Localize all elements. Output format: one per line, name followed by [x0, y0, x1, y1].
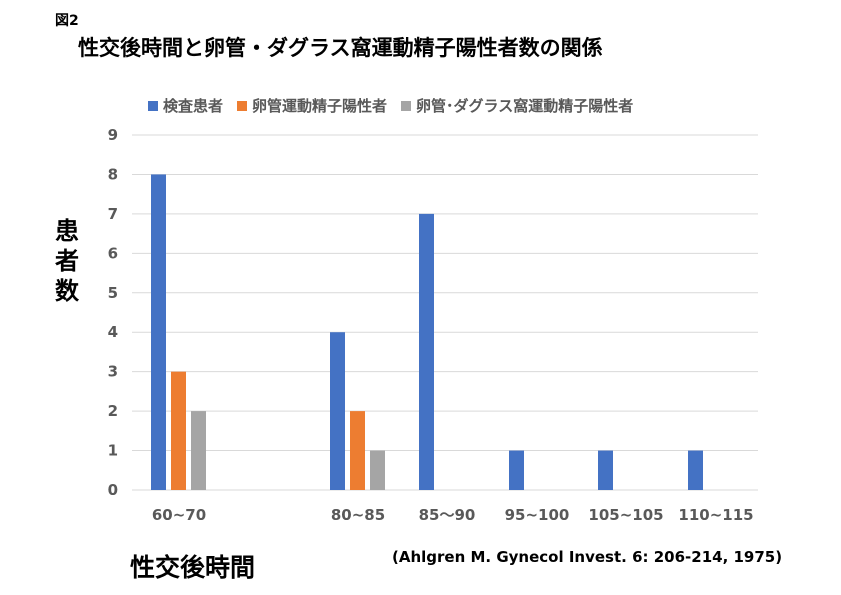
legend-item-1: 卵管運動精子陽性者 [237, 95, 387, 116]
bar-2-0 [419, 213, 434, 490]
x-tick-label-1: 80~85 [331, 506, 385, 524]
x-tick-label-5: 110~115 [678, 506, 753, 524]
bar-0-0 [151, 174, 166, 490]
x-tick-label-0: 60~70 [152, 506, 206, 524]
legend-label-0: 検査患者 [163, 97, 224, 115]
y-tick-label-9: 9 [108, 126, 118, 144]
bar-0-1 [171, 371, 186, 490]
bar-5-0 [688, 450, 703, 490]
y-tick-label-5: 5 [108, 284, 118, 302]
bar-0-2 [191, 411, 206, 490]
legend-item-2: 卵管･ダグラス窩運動精子陽性者 [401, 95, 633, 116]
legend-swatch-1 [237, 100, 248, 111]
legend: 検査患者 卵管運動精子陽性者 卵管･ダグラス窩運動精子陽性者 [148, 95, 633, 116]
y-tick-label-1: 1 [108, 442, 118, 460]
bar-4-0 [598, 450, 613, 490]
x-tick-label-2: 85～90 [419, 506, 476, 524]
bar-3-0 [509, 450, 524, 490]
x-tick-label-4: 105~105 [588, 506, 663, 524]
y-tick-label-0: 0 [108, 481, 118, 499]
y-tick-label-8: 8 [108, 165, 118, 183]
bar-1-2 [370, 450, 385, 490]
legend-swatch-2 [401, 100, 412, 111]
legend-item-0: 検査患者 [148, 95, 223, 116]
legend-label-1: 卵管運動精子陽性者 [252, 97, 388, 115]
x-axis-label: 性交後時間 [130, 553, 256, 582]
y-tick-label-6: 6 [108, 244, 118, 262]
chart-title: 性交後時間と卵管・ダグラス窩運動精子陽性者数の関係 [78, 36, 603, 60]
x-tick-label-3: 95~100 [505, 506, 570, 524]
y-tick-label-2: 2 [108, 402, 118, 420]
citation: (Ahlgren M. Gynecol Invest. 6: 206-214, … [392, 548, 783, 566]
y-tick-label-7: 7 [108, 205, 118, 223]
y-axis-label: 患者数 [55, 217, 79, 305]
bar-1-1 [350, 411, 365, 490]
y-tick-label-3: 3 [108, 363, 118, 381]
y-tick-label-4: 4 [108, 323, 118, 341]
legend-label-2: 卵管･ダグラス窩運動精子陽性者 [416, 97, 634, 115]
legend-swatch-0 [148, 100, 158, 111]
bar-1-0 [330, 332, 345, 490]
figure-label: 図2 [55, 13, 79, 29]
